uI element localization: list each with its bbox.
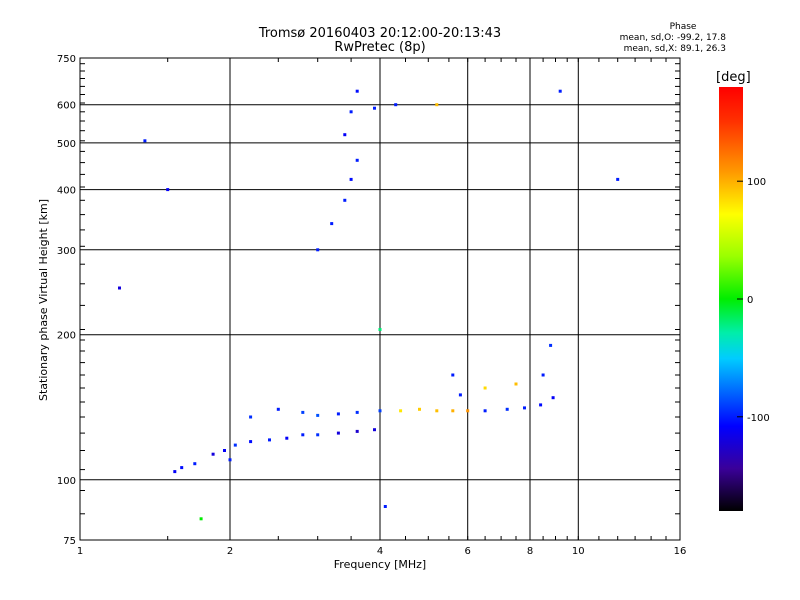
x-tick-labels: 1 2 4 6 8 10 16 [77,546,687,557]
y-tick-label: 100 [57,476,76,487]
data-point [349,177,353,181]
data-point [451,409,455,413]
data-point [276,407,280,411]
x-tick-label: 8 [527,546,533,557]
data-point [193,462,197,466]
data-point [355,429,359,433]
data-point [180,466,184,470]
y-tick-label: 400 [57,186,76,197]
data-point [166,188,170,192]
data-point [301,433,305,437]
data-point [118,286,121,290]
data-point [394,103,398,107]
data-point [355,89,359,93]
x-tick-label: 16 [674,546,687,557]
y-axis-title: Stationary phase Virtual Height [km] [37,199,50,401]
colorbar-unit: [deg] [716,70,751,85]
data-point [549,343,553,347]
data-point [301,410,305,414]
y-tick-label: 500 [57,139,76,150]
data-point [249,440,253,444]
axis-ticks [79,58,681,541]
data-point [539,403,543,407]
data-point [173,470,177,474]
data-point [435,409,439,413]
chart-subtitle: RwPretec (8p) [334,40,426,55]
data-point [541,373,545,377]
data-point [466,409,470,413]
y-tick-label: 750 [57,54,76,65]
data-point [483,409,487,413]
data-point [343,133,347,137]
phase-stats-heading: Phase [669,22,697,32]
data-point [143,139,147,143]
data-point [551,396,555,400]
x-tick-label: 4 [377,546,383,557]
data-point [514,382,518,386]
chart-title: Tromsø 20160403 20:12:00-20:13:43 [258,26,502,41]
data-point [435,103,439,107]
y-tick-label: 300 [57,246,76,257]
y-tick-label: 75 [63,536,76,547]
data-point [211,452,215,456]
data-point [373,428,376,432]
plot-frame [79,57,681,541]
data-points [118,89,620,521]
x-tick-label: 6 [465,546,471,557]
data-point [399,409,403,413]
data-point [458,393,462,397]
data-point [378,328,382,331]
data-point [355,410,359,414]
colorbar-tick-label: 100 [747,177,766,188]
data-point [336,431,340,435]
data-point [199,517,203,521]
data-point [523,406,526,410]
phase-stats-o: mean, sd,O: -99.2, 17.8 [619,33,726,43]
data-point [378,409,382,413]
data-point [451,373,455,377]
data-point [249,415,253,419]
x-axis-title: Frequency [MHz] [334,558,426,571]
data-point [330,222,334,226]
data-point [616,177,620,181]
x-tick-label: 1 [77,546,83,557]
data-point [343,198,347,202]
data-point [228,458,232,462]
x-tick-label: 2 [227,546,233,557]
phase-stats: Phase mean, sd,O: -99.2, 17.8 mean, sd,X… [600,22,726,55]
data-point [418,407,421,411]
phase-stats-x: mean, sd,X: 89.1, 26.3 [623,44,726,54]
gridlines [80,58,680,540]
colorbar-ticks: 100 0 -100 [737,177,770,424]
data-point [558,89,562,93]
data-point [268,438,271,442]
data-point [349,110,353,114]
y-tick-labels: 75 100 200 300 400 500 600 750 [57,54,76,547]
data-point [505,407,509,411]
data-point [355,158,359,162]
data-point [223,449,226,452]
data-point [316,248,320,252]
data-point [373,106,376,110]
data-point [233,443,237,447]
colorbar-tick-label: -100 [747,413,770,424]
chart-title-block: Tromsø 20160403 20:12:00-20:13:43 RwPret… [180,27,580,55]
data-point [316,413,320,417]
x-tick-label: 10 [572,546,585,557]
data-point [316,433,320,437]
data-point [285,436,289,440]
colorbar-tick-label: 0 [747,295,753,306]
data-point [383,505,387,508]
data-point [336,412,340,416]
y-tick-label: 200 [57,331,76,342]
y-tick-label: 600 [57,101,76,112]
data-point [483,386,487,390]
